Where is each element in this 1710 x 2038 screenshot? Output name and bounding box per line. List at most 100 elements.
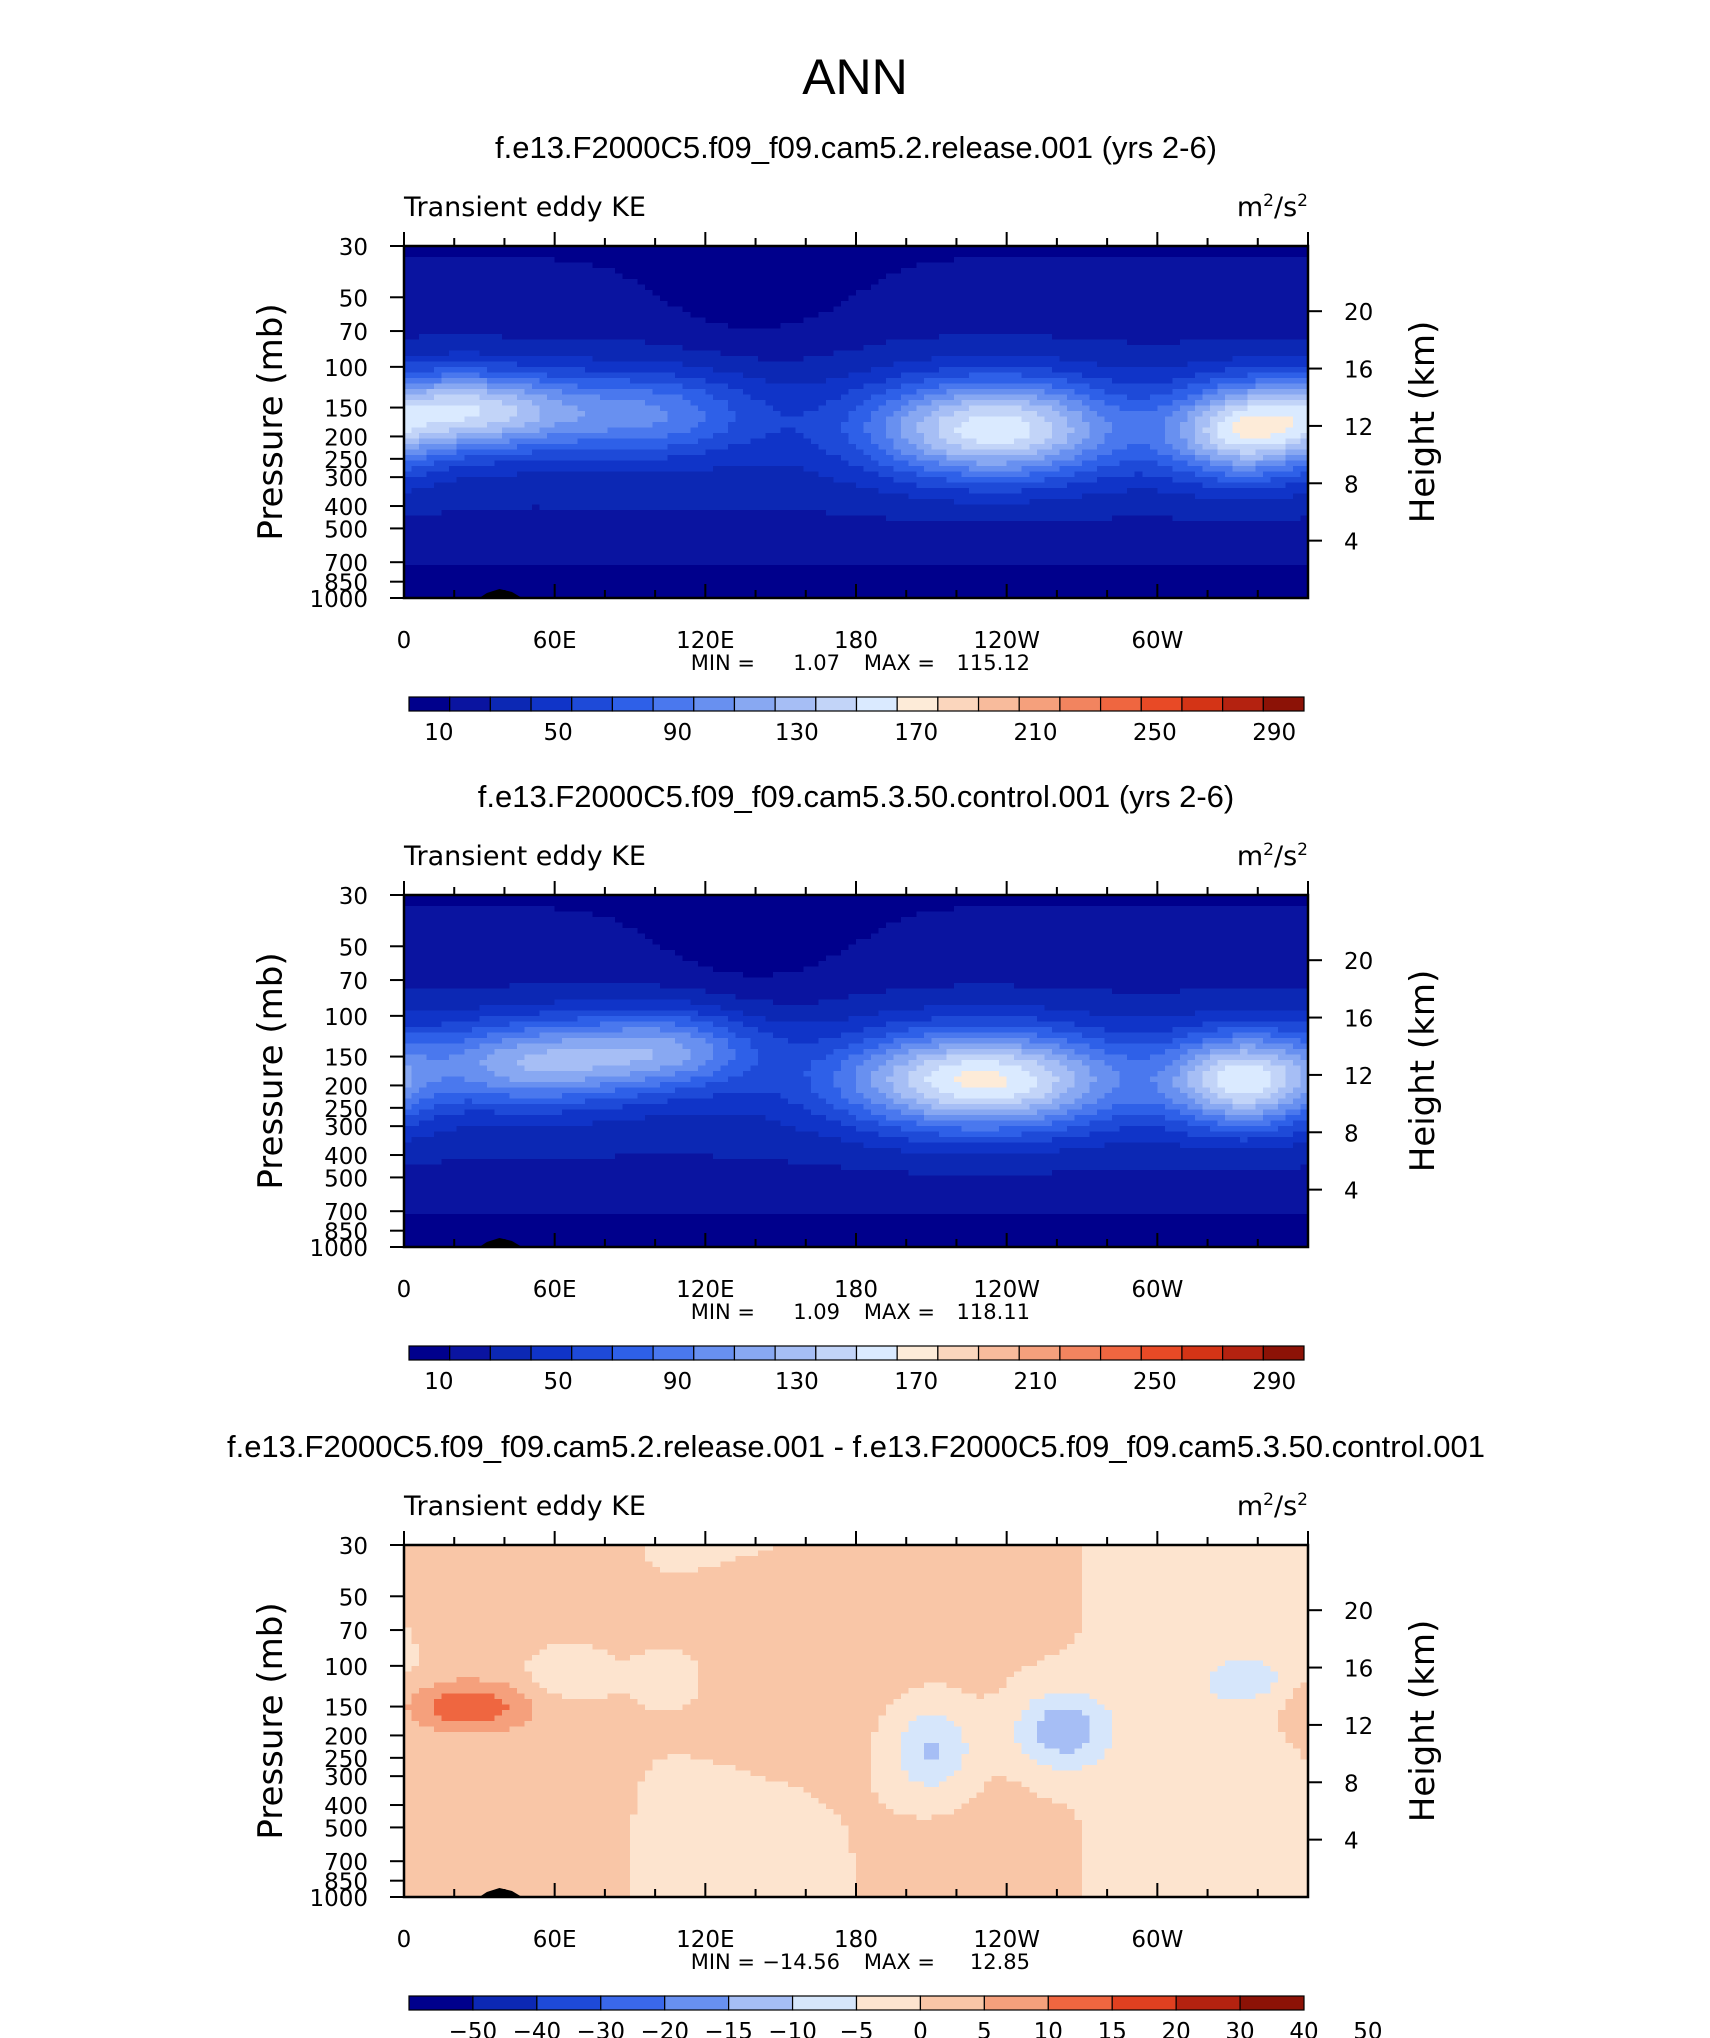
field-cell [811,455,819,461]
field-cell [1172,252,1180,258]
field-cell [781,312,789,318]
field-cell [946,334,954,340]
field-cell [939,422,947,428]
field-cell [653,362,661,368]
field-cell [977,439,985,445]
field-cell [886,389,894,395]
field-cell [615,285,623,291]
field-cell [735,422,743,428]
field-cell [449,356,457,362]
field-cell [690,263,698,269]
field-cell [743,400,751,406]
field-cell [848,439,856,445]
field-cell [713,389,721,395]
field-cell [1105,274,1113,280]
field-cell [660,395,668,401]
field-cell [540,312,548,318]
field-cell [540,345,548,351]
field-cell [525,263,533,269]
field-cell [1210,351,1218,357]
field-cell [1225,362,1233,368]
field-cell [1172,400,1180,406]
field-cell [622,301,630,307]
field-cell [555,296,563,302]
field-cell [848,329,856,335]
field-cell [1165,290,1173,296]
field-cell [931,312,939,318]
field-cell [509,444,517,450]
field-cell [856,378,864,384]
field-cell [464,367,472,373]
field-cell [592,472,600,478]
field-cell [1293,356,1301,362]
field-cell [916,263,924,269]
field-cell [419,307,427,313]
field-cell [773,362,781,368]
field-cell [555,351,563,357]
field-cell [1285,433,1293,439]
field-cell [705,373,713,379]
field-cell [555,362,563,368]
field-cell [1120,290,1128,296]
field-cell [630,312,638,318]
field-cell [931,411,939,417]
field-cell [705,389,713,395]
field-cell [1293,329,1301,335]
field-cell [969,263,977,269]
field-cell [879,378,887,384]
field-cell [1120,433,1128,439]
field-cell [1044,466,1052,472]
field-cell [720,307,728,313]
field-cell [720,439,728,445]
field-cell [713,268,721,274]
field-cell [1248,323,1256,329]
field-cell [984,373,992,379]
field-cell [1240,384,1248,390]
field-cell [961,455,969,461]
field-cell [781,318,789,324]
field-cell [1112,263,1120,269]
field-cell [1225,334,1233,340]
field-cell [1263,268,1271,274]
field-cell [645,428,653,434]
field-cell [698,367,706,373]
field-cell [1172,422,1180,428]
field-cell [1074,439,1082,445]
field-cell [864,433,872,439]
field-cell [856,307,864,313]
field-cell [1044,406,1052,412]
field-cell [1203,307,1211,313]
field-cell [502,428,510,434]
field-cell [1074,351,1082,357]
field-cell [660,466,668,472]
field-cell [645,384,653,390]
field-cell [668,472,676,478]
field-cell [773,334,781,340]
field-cell [660,345,668,351]
field-cell [585,395,593,401]
field-cell [871,323,879,329]
field-cell [1157,268,1165,274]
field-cell [1218,362,1226,368]
field-cell [969,290,977,296]
field-cell [653,439,661,445]
field-cell [698,356,706,362]
field-cell [931,263,939,269]
field-cell [1059,417,1067,423]
field-cell [1029,367,1037,373]
field-cell [969,378,977,384]
field-cell [796,345,804,351]
field-cell [833,345,841,351]
field-cell [848,461,856,467]
field-cell [675,285,683,291]
field-cell [766,466,774,472]
field-cell [1007,263,1015,269]
field-cell [638,285,646,291]
field-cell [1240,274,1248,280]
field-cell [758,252,766,258]
field-cell [645,329,653,335]
field-cell [668,373,676,379]
field-cell [1293,466,1301,472]
field-cell [728,422,736,428]
field-cell [540,367,548,373]
